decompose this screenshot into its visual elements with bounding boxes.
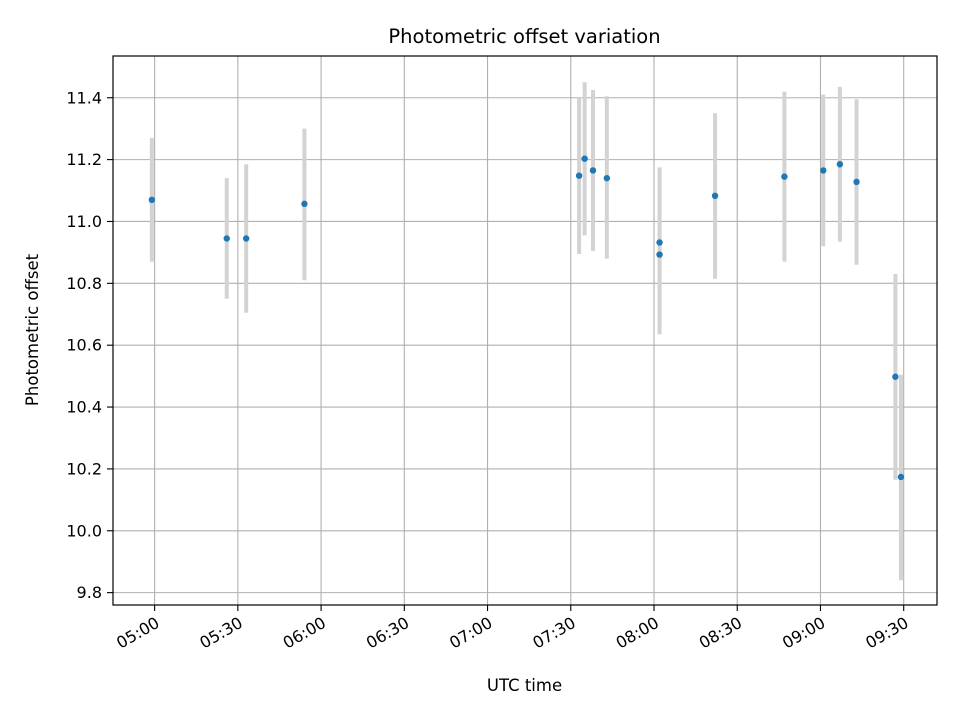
- y-axis: 9.8 10.0 10.2 10.4 10.6 10.8 11.0 11.2 11.4: [66, 88, 113, 602]
- x-axis-title: UTC time: [487, 676, 562, 695]
- y-tick-label: 10.4: [66, 398, 102, 417]
- data-point: [820, 167, 827, 174]
- y-tick-label: 9.8: [77, 583, 102, 602]
- data-point: [301, 200, 308, 208]
- y-tick-label: 10.8: [66, 274, 102, 293]
- data-point: [603, 174, 611, 182]
- x-tick-label: 07:30: [529, 613, 578, 653]
- x-tick-label: 09:00: [779, 613, 828, 653]
- data-point: [781, 173, 788, 180]
- y-axis-title: Photometric offset: [23, 253, 42, 406]
- data-point: [575, 172, 583, 179]
- data-point: [711, 192, 719, 200]
- chart-title: Photometric offset variation: [388, 25, 660, 48]
- data-point: [581, 155, 588, 162]
- data-point: [853, 178, 860, 186]
- x-tick-label: 08:00: [613, 613, 662, 653]
- x-tick-label: 07:00: [446, 613, 495, 653]
- y-tick-label: 11.0: [66, 212, 102, 231]
- y-tick-label: 11.2: [66, 150, 102, 169]
- x-tick-label: 05:30: [196, 613, 245, 653]
- data-point: [656, 239, 663, 246]
- x-axis: 05:00 05:30 06:00 06:30 07:00 07:30 08:00 08:30…: [113, 605, 912, 653]
- grid: [113, 56, 937, 605]
- data-point: [148, 196, 156, 204]
- data-point: [242, 235, 250, 242]
- x-tick-label: 06:00: [280, 613, 329, 653]
- y-tick-label: 10.0: [66, 521, 102, 540]
- data-point: [892, 373, 899, 380]
- y-tick-label: 10.6: [66, 336, 102, 355]
- data-point: [897, 473, 905, 481]
- x-tick-label: 06:30: [363, 613, 412, 653]
- y-tick-label: 10.2: [66, 459, 102, 478]
- data-point: [223, 235, 230, 242]
- data-points: [148, 155, 905, 481]
- error-bars: [149, 82, 903, 581]
- x-tick-label: 09:30: [862, 613, 911, 653]
- plot-frame: [112, 55, 938, 606]
- x-tick-label: 05:00: [113, 613, 162, 653]
- data-point: [656, 251, 663, 258]
- x-tick-label: 08:30: [696, 613, 745, 653]
- data-point: [836, 161, 844, 168]
- data-point: [589, 167, 597, 174]
- y-tick-label: 11.4: [66, 88, 102, 107]
